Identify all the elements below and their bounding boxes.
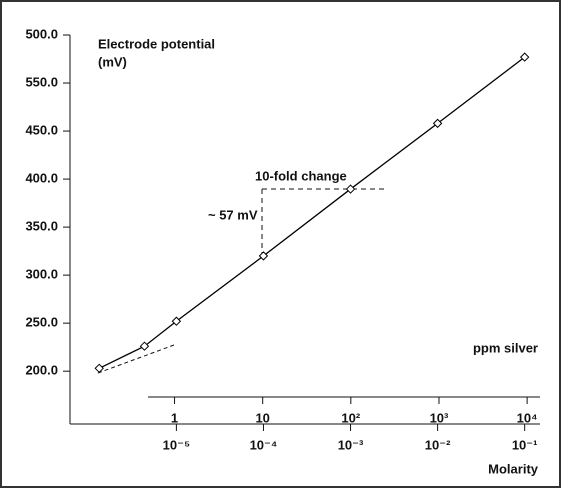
data-point (519, 52, 530, 62)
y-tick-label: 350.0 (25, 219, 58, 234)
y-tick-label: 450.0 (25, 122, 58, 137)
data-point (171, 316, 182, 326)
x-axis-title: Molarity (488, 461, 539, 476)
y-axis-unit: (mV) (98, 54, 127, 69)
annotation: 10-fold change (255, 168, 347, 183)
x-tick-label: 10⁻⁴ (250, 437, 278, 452)
data-point (258, 251, 269, 261)
annotation: ~ 57 mV (208, 207, 258, 222)
x2-tick-label: 10 (255, 410, 269, 425)
x-tick-label: 10⁻³ (338, 437, 364, 452)
data-point (139, 341, 150, 351)
x-tick-label: 10⁻⁵ (163, 437, 190, 452)
data-point (94, 363, 104, 373)
x2-tick-label: 10² (341, 410, 360, 425)
x-tick-label: 10⁻¹ (512, 437, 538, 452)
x2-tick-label: 10⁴ (517, 410, 538, 425)
y-axis-title: Electrode potential (98, 36, 215, 51)
y-tick-label: 550.0 (25, 74, 58, 89)
x2-axis-title: ppm silver (473, 340, 538, 355)
x-tick-label: 10⁻² (425, 437, 451, 452)
y-tick-label: 200.0 (25, 363, 58, 378)
y-tick-label: 500.0 (25, 26, 58, 41)
y-tick-label: 300.0 (25, 267, 58, 282)
data-point (432, 118, 443, 129)
y-tick-label: 250.0 (25, 315, 58, 330)
y-tick-label: 400.0 (25, 171, 58, 186)
data-point (345, 184, 356, 194)
x2-tick-label: 1 (171, 410, 178, 425)
x2-tick-label: 10³ (430, 410, 449, 425)
